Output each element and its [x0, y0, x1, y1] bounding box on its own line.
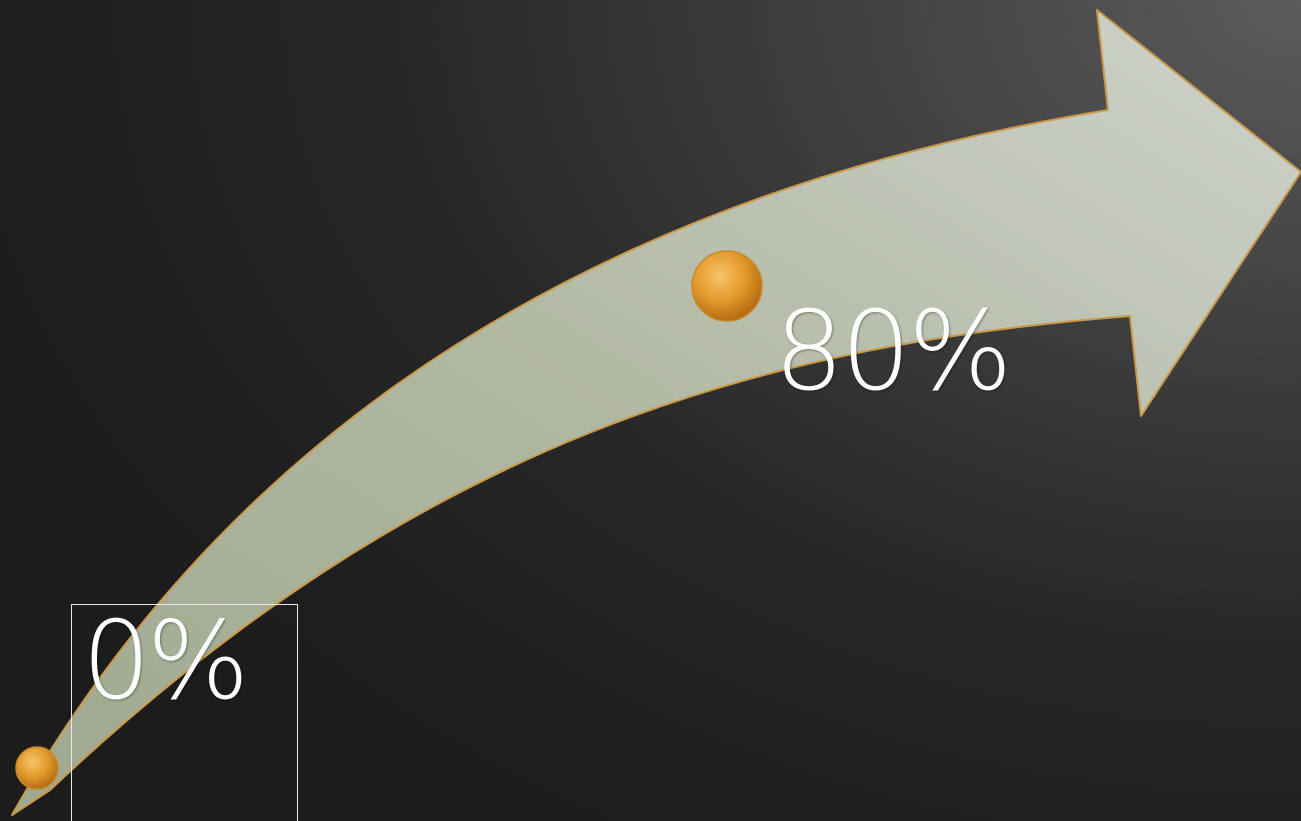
- progress-marker: [691, 250, 763, 322]
- growth-arrow: [11, 9, 1301, 816]
- selection-box[interactable]: [71, 604, 298, 821]
- start-percentage-label: 0%: [82, 599, 249, 724]
- start-marker: [15, 746, 59, 790]
- end-percentage-label: 80%: [774, 287, 1012, 415]
